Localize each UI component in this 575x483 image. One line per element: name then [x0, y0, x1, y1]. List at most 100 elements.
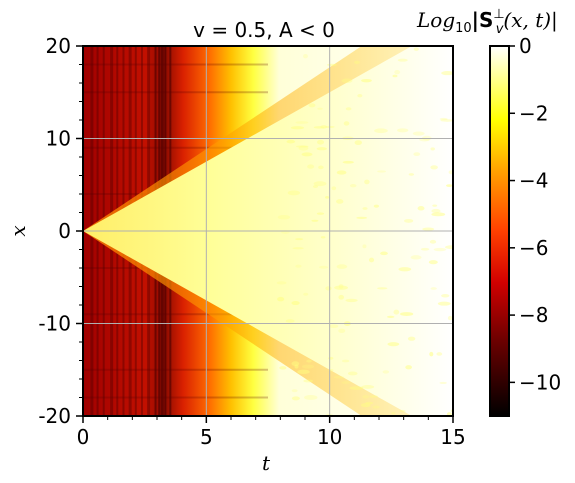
heatmap-speckle — [436, 352, 443, 356]
heatmap-speckle — [297, 369, 310, 375]
heatmap-speckle — [399, 409, 406, 413]
heatmap-speckle — [304, 395, 318, 400]
heatmap-speckle — [286, 139, 296, 144]
heatmap-speckle — [361, 385, 375, 389]
heatmap-speckle — [400, 312, 414, 317]
y-tick-label: 0 — [58, 219, 71, 243]
heatmap-speckle — [404, 218, 414, 223]
heatmap-speckle — [318, 165, 324, 170]
heatmap-speckle — [276, 281, 287, 285]
heatmap-speckle — [392, 74, 398, 78]
heatmap-band — [83, 63, 268, 66]
heatmap-speckle — [313, 126, 325, 129]
heatmap-speckle — [316, 147, 327, 151]
heatmap-speckle — [306, 359, 312, 363]
heatmap-speckle — [298, 145, 309, 151]
heatmap-speckle — [431, 212, 446, 217]
heatmap-speckle — [439, 117, 448, 121]
colorbar-ticks: 0 −2 −4 −6 −8 −10 — [509, 34, 561, 394]
colorbar-label-sub: 10 — [455, 21, 472, 36]
colorbar-label: Log10|S⊥ v(x, t)| — [416, 7, 558, 37]
heatmap-speckle — [433, 247, 447, 252]
heatmap-speckle — [341, 78, 353, 84]
heatmap-speckle — [446, 184, 453, 187]
y-tick-label: -20 — [38, 404, 71, 428]
heatmap-speckle — [295, 264, 302, 268]
heatmap-speckle — [410, 255, 422, 260]
heatmap-speckle — [382, 370, 390, 374]
heatmap-speckle — [303, 292, 309, 296]
heatmap-speckle — [413, 152, 421, 156]
heatmap-speckle — [429, 351, 434, 357]
heatmap-speckle — [357, 93, 363, 98]
heatmap-speckle — [317, 107, 323, 110]
heatmap-speckle — [354, 140, 362, 146]
heatmap-speckle — [343, 121, 350, 126]
heatmap-speckle — [313, 181, 327, 187]
heatmap-speckle — [303, 379, 314, 383]
colorbar-label-abs: |S — [472, 8, 494, 32]
heatmap-speckle — [341, 381, 351, 384]
x-tick-label: 15 — [440, 425, 465, 449]
heatmap-speckle — [333, 375, 345, 379]
colorbar-tick-label: −6 — [519, 236, 548, 260]
heatmap-speckle — [447, 315, 453, 321]
heatmap-speckle — [291, 396, 300, 401]
heatmap-speckle — [308, 103, 316, 108]
colorbar-label-args: (x, t)| — [503, 8, 557, 33]
heatmap-speckle — [312, 185, 319, 188]
heatmap-speckle — [347, 371, 358, 376]
heatmap-speckle — [320, 124, 328, 129]
colorbar-label-sup: ⊥ — [493, 7, 504, 22]
heatmap-speckle — [329, 324, 339, 329]
heatmap-speckle — [448, 170, 453, 175]
heatmap-speckle — [361, 78, 372, 83]
heatmap-speckle — [373, 204, 380, 208]
heatmap-speckle — [279, 366, 287, 370]
colorbar-tick-label: 0 — [519, 34, 532, 58]
heatmap-speckle — [398, 267, 412, 272]
heatmap-speckle — [325, 195, 330, 199]
heatmap-speckle — [405, 365, 412, 370]
heatmap-speckle — [338, 328, 346, 333]
heatmap-speckle — [374, 128, 388, 134]
heatmap-speckle — [317, 139, 325, 145]
heatmap-speckle — [417, 206, 425, 211]
heatmap-speckle — [307, 164, 315, 169]
heatmap-speckle — [334, 285, 348, 290]
heatmap-speckle — [437, 301, 451, 306]
heatmap-speckle — [296, 145, 309, 148]
heatmap-speckle — [316, 212, 325, 215]
heatmap-field — [83, 46, 453, 416]
colorbar — [489, 45, 510, 417]
heatmap-speckle — [356, 216, 368, 219]
y-axis-label: x — [6, 225, 30, 236]
heatmap-speckle — [432, 204, 438, 207]
heatmap-band — [83, 368, 268, 371]
heatmap-speckle — [364, 179, 370, 185]
heatmap-speckle — [397, 58, 408, 62]
heatmap-speckle — [412, 131, 425, 136]
heatmap-speckle — [360, 403, 371, 408]
heatmap-speckle — [285, 319, 295, 323]
heatmap-speckle — [362, 207, 368, 210]
heatmap-speckle — [341, 359, 350, 363]
heatmap-speckle — [428, 260, 438, 265]
heatmap-speckle — [295, 121, 309, 124]
colorbar-tick-label: −10 — [519, 370, 561, 394]
heatmap-band — [83, 146, 268, 149]
grid-lines — [83, 46, 453, 416]
x-tick-label: 10 — [317, 425, 342, 449]
heatmap-speckle — [372, 405, 380, 409]
heatmap-speckle — [391, 411, 396, 415]
heatmap-speckle — [380, 251, 388, 256]
chart-title: v = 0.5, A < 0 — [193, 18, 335, 42]
heatmap-speckle — [387, 342, 400, 347]
colorbar-label-subv: v — [496, 22, 504, 37]
heatmap-speckle — [362, 244, 367, 249]
heatmap-speckle — [338, 294, 345, 300]
x-tick-label: 5 — [200, 425, 213, 449]
y-axis-ticks: 20 10 0 -10 -20 — [38, 34, 83, 428]
heatmap-speckle — [328, 356, 334, 360]
